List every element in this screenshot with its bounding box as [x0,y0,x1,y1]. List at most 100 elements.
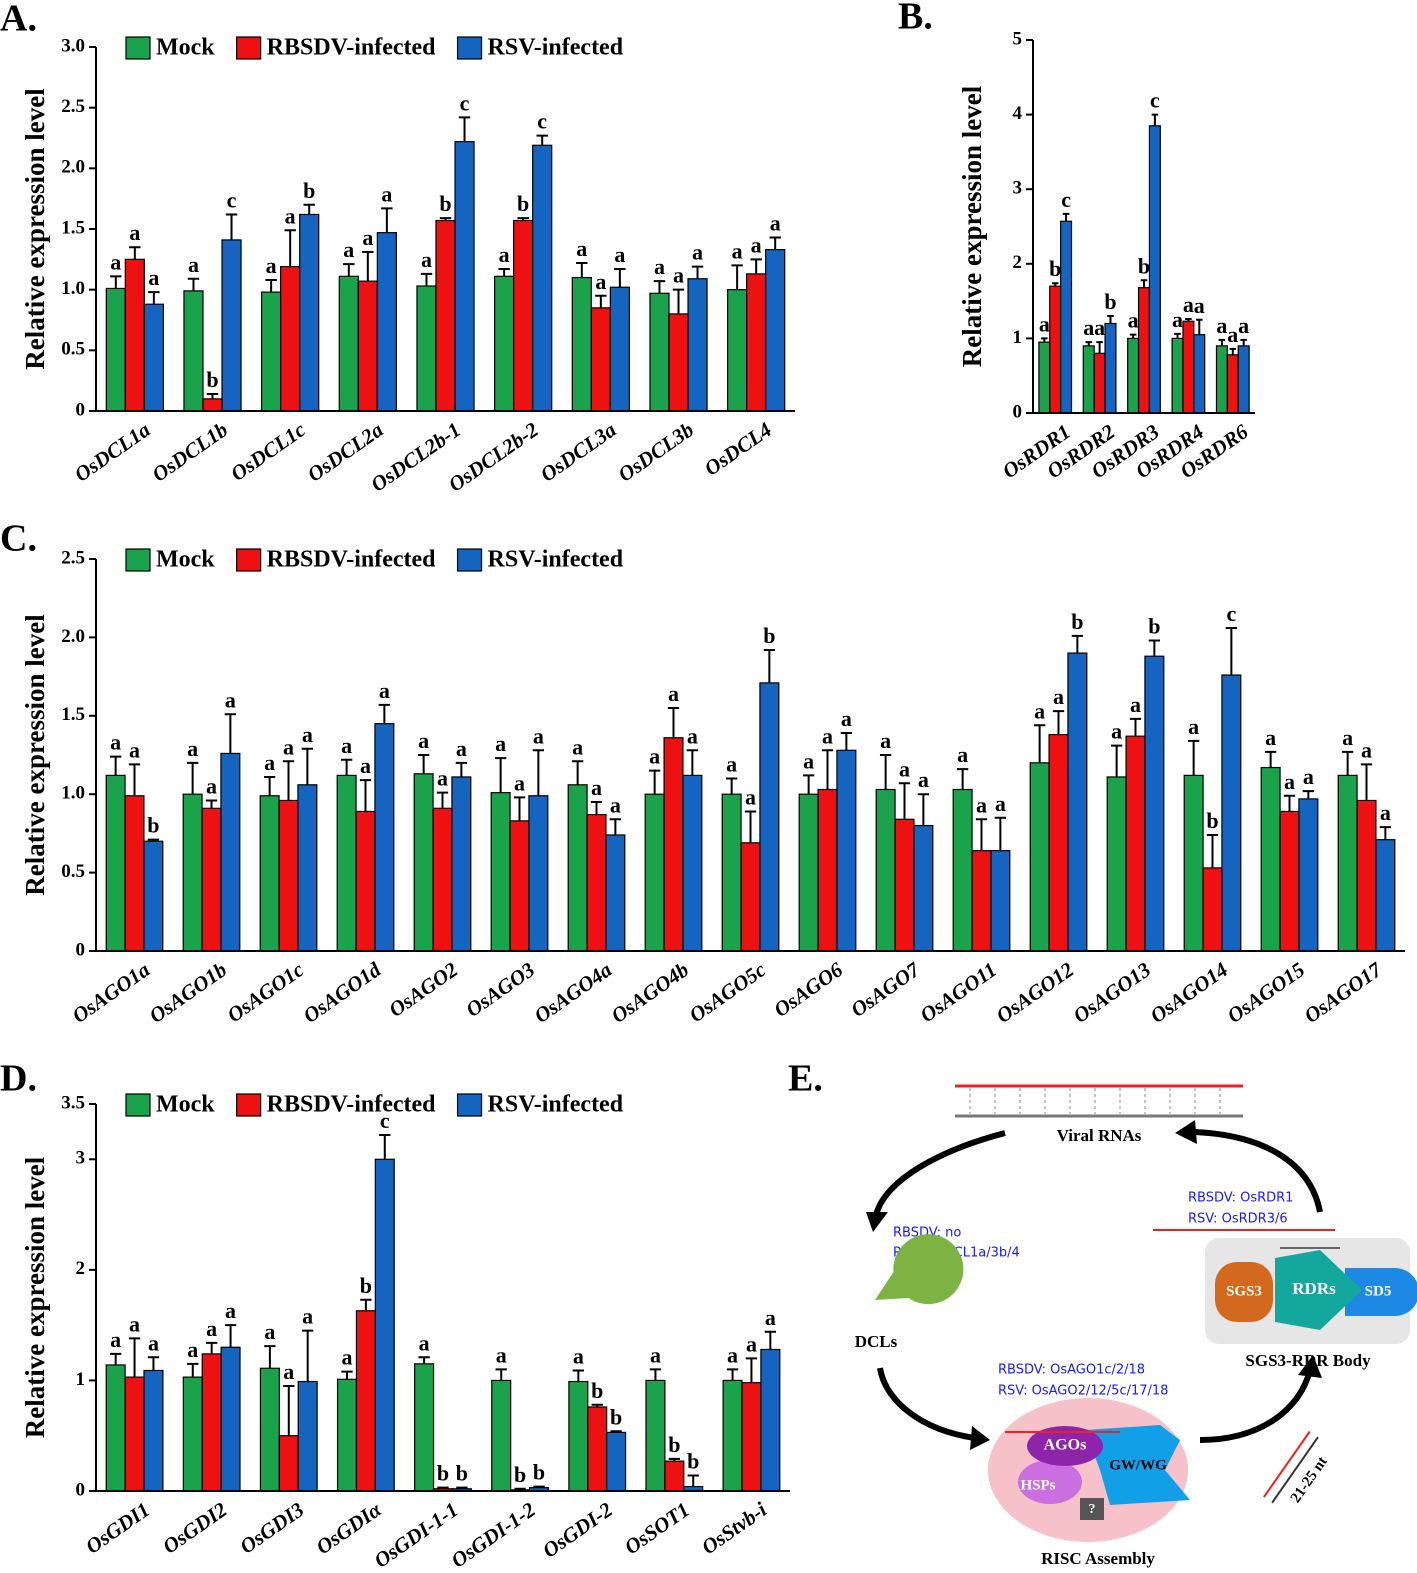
label: Viral RNAs [1057,1126,1142,1145]
significance-letter: a [362,225,373,250]
significance-letter: a [841,706,852,731]
bar [124,1376,145,1492]
significance-letter: a [1039,311,1050,336]
error-bar [495,1368,507,1381]
bar [1049,285,1062,414]
error-bar [205,1341,218,1354]
x-tick-label: OsStvb-i [697,1497,771,1559]
legend-label: RSV-infected [488,547,624,573]
x-tick-label: OsGDI3 [235,1497,308,1558]
error-bar [1218,338,1226,346]
x-tick-label: OsAGO2 [384,957,462,1022]
hsps [1018,1460,1082,1504]
y-tick-label: 0 [76,939,86,960]
significance-letter: a [1194,293,1205,318]
cycle-arrows [873,1129,1323,1443]
note: RBSDV: no [893,1226,961,1241]
significance-letter: c [537,109,547,134]
error-bar [224,713,237,754]
bar [413,773,434,952]
bar [261,291,282,412]
y-tick-label: 0 [76,1479,86,1500]
significance-letter: b [1071,609,1083,634]
error-bar [726,1368,739,1381]
significance-letter: a [572,734,583,759]
y-axis-label: Relative expression level [957,85,987,367]
bar [590,307,611,412]
bar [105,774,126,952]
significance-letter: a [1188,714,1199,739]
x-tick-label: OsAGO13 [1069,957,1155,1028]
label: RISC Assembly [1041,1549,1155,1568]
significance-letter: b [517,191,529,216]
error-bar [420,272,433,287]
significance-letter: b [1138,253,1150,278]
error-bar [1341,750,1354,776]
error-bar [148,291,160,305]
bar [259,795,280,952]
significance-letter: b [439,191,451,216]
bar [971,850,992,952]
sgs3 [1215,1262,1273,1322]
bar [746,273,767,412]
y-tick-label: 0 [76,399,86,420]
y-tick-label: 5 [1013,28,1023,49]
y-tick-label: 1.0 [61,783,85,804]
agos [1027,1426,1103,1466]
legend-label: RSV-infected [488,35,624,61]
bar [297,784,318,952]
significance-letter: a [803,748,814,773]
significance-letter: a [726,752,737,777]
significance-letter: a [595,269,606,294]
bar [1029,762,1050,952]
bar [1260,766,1281,952]
significance-letter: a [129,1311,140,1336]
error-bar [265,278,277,293]
y-tick-label: 0.5 [61,339,85,360]
rdrs [1275,1250,1362,1330]
error-bar [533,1485,545,1488]
error-bar [610,1430,622,1433]
bar [124,258,145,412]
error-bar [686,749,699,776]
bar [1337,774,1358,952]
bar [765,249,786,412]
significance-letter: a [1265,725,1276,750]
error-bar [653,280,666,294]
error-bar [1062,212,1070,222]
error-bar [128,1337,141,1378]
significance-letter: a [650,1342,661,1367]
error-bar [649,1368,662,1381]
error-bar [1302,790,1315,799]
error-bar [264,1345,276,1369]
significance-letter: a [206,774,217,799]
significance-letter: b [591,1378,603,1403]
error-bar [1225,626,1238,676]
error-bar [381,207,393,233]
significance-letter: a [283,734,294,759]
error-bar [1229,347,1237,355]
bar [528,795,549,952]
label: 21-25 nt [1288,1454,1331,1506]
significance-letter: a [110,1327,121,1352]
note: RBSDV: OsRDR1 [1188,1191,1293,1206]
y-tick-label: 0.5 [61,861,85,882]
significance-letter: c [380,1108,390,1133]
bar [435,219,456,412]
panel-label: D. [0,1058,37,1100]
significance-letter: b [668,1432,680,1457]
significance-letter: b [1148,614,1160,639]
x-tick-label: OsDCL3b [614,417,698,486]
error-bar [514,1487,526,1490]
significance-letter: a [654,254,665,279]
y-tick-label: 3 [1013,178,1023,199]
bar [668,313,689,412]
bar [1038,341,1051,414]
bar [759,682,780,952]
bar [1202,867,1223,952]
error-bar [1240,338,1247,346]
significance-letter: b [533,1460,545,1485]
significance-letter: a [1094,315,1105,340]
bar [1060,220,1073,414]
significance-letter: a [285,203,296,228]
